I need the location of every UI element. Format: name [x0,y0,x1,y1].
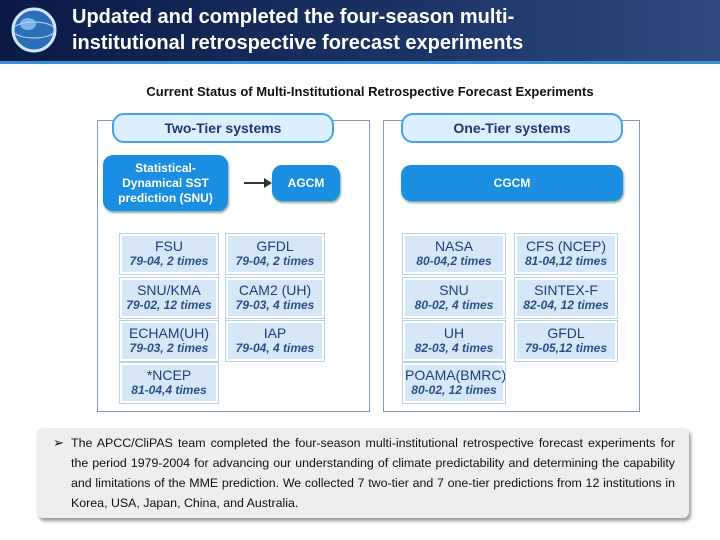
flow-box: AGCM [272,165,340,201]
institution-name: SINTEX-F [534,282,598,298]
institution-period: 79-03, 2 times [129,341,209,355]
institution-cell: FSU 79-04, 2 times [119,233,219,275]
globe-icon [11,7,57,53]
institution-cell: CAM2 (UH) 79-03, 4 times [225,277,325,319]
institution-cell: UH 82-03, 4 times [402,320,506,362]
institution-period: 80-04,2 times [416,254,492,268]
bullet: ➢ [53,435,64,450]
institution-period: 79-05,12 times [524,341,608,355]
institution-name: IAP [263,325,287,341]
institution-name: UH [443,325,465,341]
flow-text: prediction (SNU) [118,190,213,205]
institution-cell: NASA 80-04,2 times [402,233,506,275]
institution-cell: *NCEP 81-04,4 times [119,362,219,404]
header-title: Updated and completed the four-season mu… [72,6,515,28]
institution-period: 79-04, 2 times [235,254,315,268]
flow-text: Dynamical SST [122,175,209,190]
diagram-title: Current Status of Multi-Institutional Re… [146,84,594,99]
institution-period: 81-04,4 times [131,383,207,397]
institution-cell: SNU 80-02, 4 times [402,277,506,319]
flow-box: CGCM [401,165,623,201]
institution-name: SNU/KMA [137,282,201,298]
institution-period: 82-03, 4 times [414,341,494,355]
institution-period: 79-03, 4 times [235,298,315,312]
note-text: The APCC/CliPAS team completed the four-… [71,436,675,510]
institution-cell: SINTEX-F 82-04, 12 times [514,277,618,319]
institution-cell: GFDL 79-04, 2 times [225,233,325,275]
flow-box: Statistical- Dynamical SST prediction (SNU… [103,155,228,211]
institution-period: 79-02, 12 times [126,298,212,312]
panel-heading: Two-Tier systems [112,113,334,143]
institution-cell: GFDL 79-05,12 times [514,320,618,362]
institution-period: 81-04,12 times [524,254,608,268]
institution-name: CAM2 (UH) [238,282,312,298]
institution-period: 80-02, 4 times [414,298,494,312]
institution-period: 80-02, 12 times [411,383,497,397]
institution-cell: IAP 79-04, 4 times [225,320,325,362]
institution-name: CFS (NCEP) [525,238,607,254]
note-box: ➢ The APCC/CliPAS team completed the fou… [37,428,689,518]
institution-period: 79-04, 4 times [235,341,315,355]
flow-text: AGCM [287,175,325,190]
institution-cell: CFS (NCEP) 81-04,12 times [514,233,618,275]
institution-period: 79-04, 2 times [129,254,209,268]
flow-text: CGCM [493,175,531,190]
panel-heading: One-Tier systems [401,113,623,143]
institution-name: NASA [434,238,474,254]
institution-name: ECHAM(UH) [128,325,210,341]
institution-cell: ECHAM(UH) 79-03, 2 times [119,320,219,362]
institution-name: POAMA(BMRC) [405,367,507,383]
institution-name: SNU [439,282,469,298]
institution-name: GFDL [256,238,294,254]
institution-name: *NCEP [146,367,192,383]
flow-arrow [244,178,272,188]
flow-text: Statistical- [135,160,196,175]
header-title: institutional retrospective forecast exp… [72,32,524,54]
institution-name: GFDL [547,325,585,341]
institution-period: 82-04, 12 times [523,298,609,312]
institution-name: FSU [155,238,183,254]
institution-cell: SNU/KMA 79-02, 12 times [119,277,219,319]
header-bar: Updated and completed the four-season mu… [0,0,720,64]
institution-cell: POAMA(BMRC) 80-02, 12 times [402,362,507,404]
